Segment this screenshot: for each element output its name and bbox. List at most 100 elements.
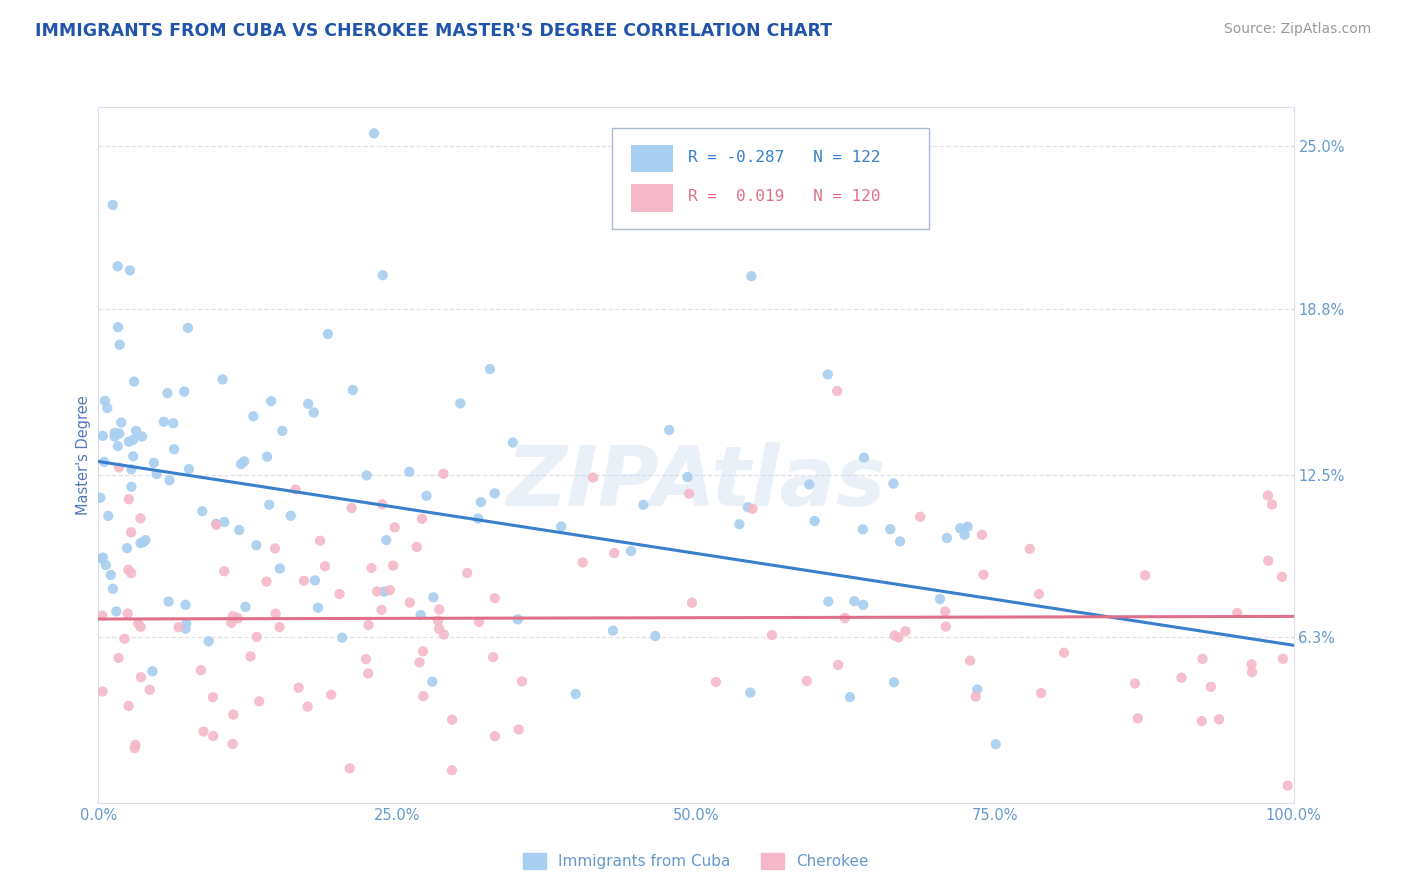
Point [302, 405, 325, 419]
Point [741, 501, 763, 516]
Point [959, 654, 981, 668]
Point [827, 657, 849, 672]
Point [292, 574, 315, 588]
Point [681, 596, 703, 610]
Point [456, 566, 478, 580]
Point [441, 713, 464, 727]
Point [467, 511, 489, 525]
Point [478, 362, 501, 376]
Point [269, 561, 291, 575]
Point [307, 600, 329, 615]
Point [1170, 671, 1192, 685]
Point [949, 521, 972, 535]
Point [330, 631, 353, 645]
Point [94, 558, 117, 572]
Point [378, 583, 401, 598]
Point [271, 424, 294, 438]
Point [1123, 676, 1146, 690]
Point [796, 673, 818, 688]
Point [257, 498, 280, 512]
Point [89, 491, 111, 505]
Point [817, 368, 839, 382]
Text: IMMIGRANTS FROM CUBA VS CHEROKEE MASTER'S DEGREE CORRELATION CHART: IMMIGRANTS FROM CUBA VS CHEROKEE MASTER'… [35, 22, 832, 40]
Point [339, 761, 361, 775]
Point [284, 483, 307, 497]
Point [93, 455, 115, 469]
Point [366, 584, 388, 599]
Point [1277, 779, 1299, 793]
Point [214, 515, 236, 529]
Point [297, 699, 319, 714]
Point [1257, 489, 1279, 503]
Point [117, 563, 139, 577]
Point [966, 682, 988, 697]
Point [159, 473, 181, 487]
Point [205, 516, 228, 531]
Point [427, 622, 450, 636]
Point [953, 527, 976, 541]
Point [201, 690, 224, 705]
Point [280, 508, 302, 523]
Point [177, 462, 200, 476]
Point [138, 682, 160, 697]
Point [470, 495, 492, 509]
Point [1261, 498, 1284, 512]
Point [173, 384, 195, 399]
Point [256, 574, 278, 589]
Point [427, 602, 450, 616]
Point [104, 429, 127, 443]
Point [110, 416, 132, 430]
Point [889, 534, 911, 549]
Point [384, 520, 406, 534]
Point [482, 650, 505, 665]
Point [910, 509, 932, 524]
Point [321, 688, 343, 702]
Point [502, 435, 524, 450]
Point [936, 531, 959, 545]
Point [506, 612, 529, 626]
Point [247, 694, 270, 708]
Point [370, 603, 392, 617]
Point [97, 508, 120, 523]
Point [256, 450, 278, 464]
Point [852, 522, 875, 536]
Point [156, 386, 179, 401]
Point [433, 627, 456, 641]
Point [96, 401, 118, 415]
Point [221, 737, 243, 751]
Point [142, 456, 165, 470]
Point [1053, 646, 1076, 660]
Point [107, 320, 129, 334]
Point [107, 651, 129, 665]
Point [118, 434, 141, 449]
Point [411, 512, 433, 526]
Point [90, 551, 112, 566]
Point [120, 462, 142, 476]
Point [264, 541, 287, 556]
Point [105, 604, 128, 618]
Point [934, 605, 956, 619]
Point [412, 644, 434, 658]
Point [91, 684, 114, 698]
Point [602, 624, 624, 638]
Point [740, 685, 762, 699]
Point [269, 620, 291, 634]
Point [972, 567, 994, 582]
Point [120, 525, 142, 540]
Point [1191, 652, 1213, 666]
Point [844, 594, 866, 608]
Point [803, 514, 825, 528]
Point [125, 424, 148, 438]
Point [115, 541, 138, 556]
Point [658, 423, 681, 437]
Point [484, 729, 506, 743]
Point [202, 729, 225, 743]
Point [422, 591, 444, 605]
Point [817, 594, 839, 608]
Point [118, 492, 141, 507]
Point [316, 326, 339, 341]
Point [398, 465, 420, 479]
Point [799, 477, 821, 491]
Point [118, 263, 141, 277]
Point [260, 394, 283, 409]
